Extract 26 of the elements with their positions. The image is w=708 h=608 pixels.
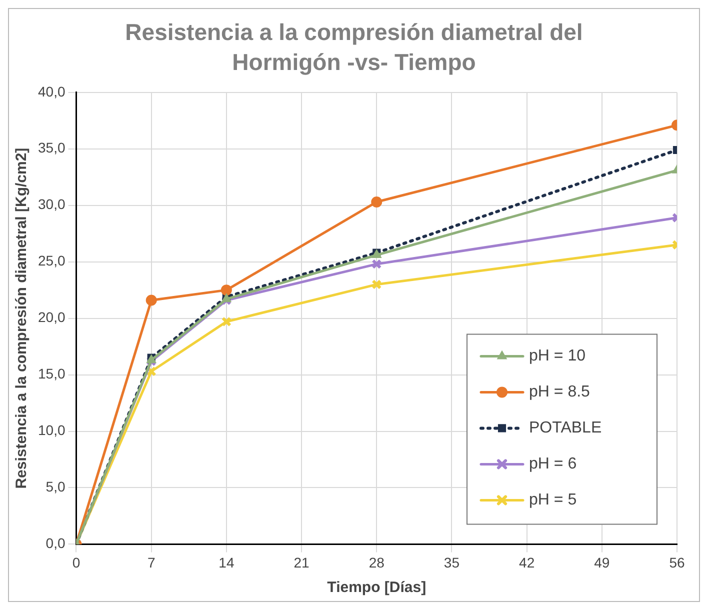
x-tick-label: 35 bbox=[444, 554, 460, 570]
x-tick-label: 42 bbox=[519, 554, 535, 570]
legend-label: pH = 6 bbox=[529, 456, 577, 473]
y-tick-label: 15,0 bbox=[38, 366, 66, 382]
x-axis-title: Tiempo [Días] bbox=[327, 579, 426, 596]
y-tick-label: 20,0 bbox=[38, 309, 66, 326]
y-tick-label: 35,0 bbox=[38, 140, 66, 156]
x-tick-label: 56 bbox=[669, 554, 685, 570]
x-tick-label: 28 bbox=[368, 554, 385, 570]
x-tick-label: 0 bbox=[72, 554, 80, 570]
legend-label: POTABLE bbox=[529, 420, 602, 437]
y-tick-label: 25,0 bbox=[38, 252, 66, 269]
legend-label: pH = 8.5 bbox=[529, 384, 590, 401]
y-tick-label: 40,0 bbox=[38, 83, 66, 100]
x-tick-label: 21 bbox=[294, 554, 310, 570]
y-tick-label: 30,0 bbox=[38, 196, 66, 212]
x-tick-label: 14 bbox=[218, 554, 234, 570]
legend-label: pH = 10 bbox=[529, 348, 586, 365]
chart-title: Resistencia a la compresión diametral del Hormigón -vs- Tiempo bbox=[124, 18, 584, 77]
y-tick-label: 10,0 bbox=[38, 422, 66, 438]
x-tick-label: 7 bbox=[147, 554, 156, 570]
y-tick-label: 5,0 bbox=[46, 478, 66, 495]
x-tick-label: 49 bbox=[594, 554, 610, 570]
y-tick-label: 0,0 bbox=[46, 535, 66, 552]
y-axis-title: Resistencia a la compresión diametral [Kg/cm2] bbox=[13, 148, 30, 489]
legend-label: pH = 5 bbox=[529, 492, 577, 509]
